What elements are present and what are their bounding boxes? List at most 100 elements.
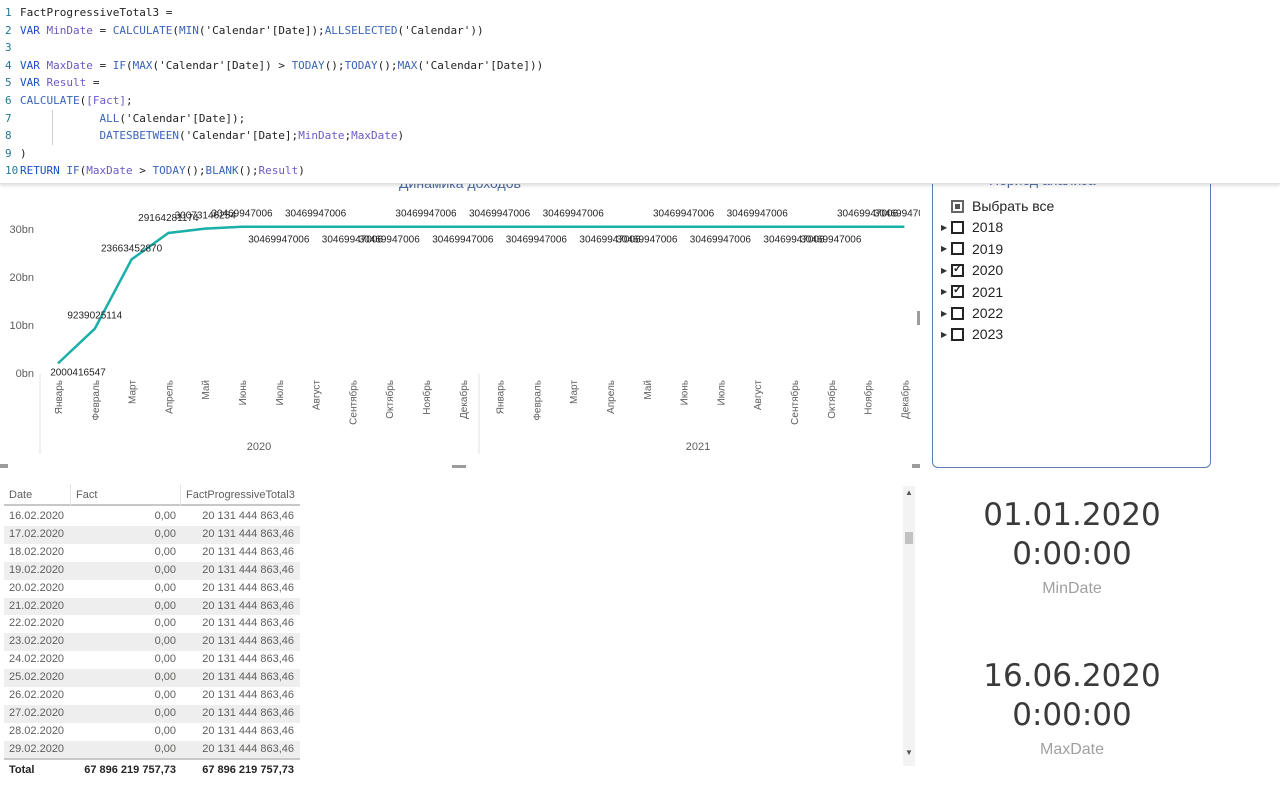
scroll-down-arrow[interactable]: ▼ [905,748,913,757]
code-line[interactable]: 8 DATESBETWEEN('Calendar'[Date];MinDate;… [0,127,404,145]
column-separator[interactable] [180,484,181,506]
slicer-item-2018[interactable]: ▶ 2018 [941,217,1003,237]
year-slicer[interactable]: Период анализаВыбрать все▶2018▶2019▶2020… [932,160,1211,468]
resize-handle-bottom-center[interactable] [452,465,466,468]
code-token: (); [185,164,206,178]
table-row[interactable]: 17.02.2020 0,00 20 131 444 863,46 [4,525,300,544]
table-cell-fact: 0,00 [154,527,176,540]
code-token: VAR [20,23,47,37]
expand-arrow-icon[interactable]: ▶ [941,222,948,232]
table-cell-progressive: 20 131 444 863,46 [202,617,294,630]
resize-handle-right[interactable] [917,311,920,325]
table-row[interactable]: 21.02.2020 0,00 20 131 444 863,46 [4,597,300,616]
table-row[interactable]: 29.02.2020 0,00 20 131 444 863,46 [4,740,300,759]
checkbox[interactable] [951,242,964,256]
code-line[interactable]: 10 RETURN IF(MaxDate > TODAY();BLANK();Re… [0,162,305,180]
table-row[interactable]: 27.02.2020 0,00 20 131 444 863,46 [4,704,300,723]
table-row[interactable]: 22.02.2020 0,00 20 131 444 863,46 [4,615,300,633]
slicer-item-2019[interactable]: ▶ 2019 [941,239,1003,259]
table-row[interactable]: 19.02.2020 0,00 20 131 444 863,46 [4,561,300,580]
table-cell-date: 28.02.2020 [9,724,65,737]
expand-arrow-icon[interactable]: ▶ [941,308,948,318]
table-cell-date: 20.02.2020 [9,581,65,594]
x-tick-label: Август [753,380,764,411]
checkbox[interactable] [951,306,964,320]
expand-arrow-icon[interactable]: ▶ [941,329,948,339]
expand-arrow-icon[interactable]: ▶ [941,287,948,297]
checkbox[interactable] [951,327,964,341]
resize-handle-bottom-left[interactable] [0,464,8,468]
x-tick-label: Февраль [91,380,102,421]
code-line[interactable]: 2 VAR MinDate = CALCULATE(MIN('Calendar'[… [0,22,484,40]
x-tick-label: Июль [716,380,727,406]
dax-formula-editor[interactable]: 1 FactProgressiveTotal3 = 2 VAR MinDate = C… [0,0,1280,184]
data-label: 30469947006 [506,235,568,246]
code-token: BLANK [205,164,239,178]
column-header-fact[interactable]: Fact [76,489,98,501]
table-row[interactable]: 20.02.2020 0,00 20 131 444 863,46 [4,580,300,598]
expand-arrow-icon[interactable]: ▶ [941,244,948,254]
data-label: 30469947006 [727,209,789,220]
code-line[interactable]: 9) [0,145,27,163]
table-row[interactable]: 16.02.2020 0,00 20 131 444 863,46 [4,508,300,526]
x-tick-label: Январь [54,380,65,414]
line-chart-visual[interactable]: 0bn 10bn 20bn 30bn Январь Февраль Март Апрель Ма… [0,184,920,468]
table-cell-fact: 0,00 [154,671,176,684]
data-label: 30469947006 [837,209,899,220]
total-label: Total [9,764,35,776]
slicer-item-2022[interactable]: ▶ 2022 [941,303,1003,323]
code-line[interactable]: 3 [0,39,20,57]
resize-handle-bottom-right[interactable] [912,464,920,468]
scroll-thumb[interactable] [905,532,913,544]
expand-arrow-icon[interactable]: ▶ [941,265,948,275]
table-cell-fact: 0,00 [154,653,176,666]
code-token: ) [298,164,305,178]
table-cell-progressive: 20 131 444 863,46 [202,635,294,648]
table-cell-progressive: 20 131 444 863,46 [202,653,294,666]
code-line[interactable]: 7 ALL('Calendar'[Date]); [0,110,245,128]
scroll-up-arrow[interactable]: ▲ [905,488,913,497]
slicer-item-2023[interactable]: ▶ 2023 [941,324,1003,344]
table-cell-fact: 0,00 [154,706,176,719]
column-separator[interactable] [70,484,71,506]
table-scrollbar[interactable]: ▲ ▼ [903,486,915,766]
table-cell-date: 17.02.2020 [9,527,65,540]
checkbox[interactable] [951,283,964,299]
code-token: DATESBETWEEN [99,129,179,143]
code-token: ( [125,58,133,72]
x-tick-label: Март [569,380,580,404]
column-header-progressive[interactable]: FactProgressiveTotal3 [186,489,295,501]
table-cell-date: 29.02.2020 [9,742,65,755]
code-token: = [92,58,113,72]
code-token: Result [258,164,299,178]
code-line[interactable]: 5 VAR Result = [0,74,100,92]
line-number: 1 [5,6,12,19]
fact-table[interactable]: Date Fact FactProgressiveTotal3 16.02.20… [0,484,300,784]
slicer-item-2020[interactable]: ▶ 2020 [941,260,1003,280]
table-row[interactable]: 28.02.2020 0,00 20 131 444 863,46 [4,723,300,741]
table-cell-fact: 0,00 [154,724,176,737]
slicer-item-2021[interactable]: ▶ 2021 [941,282,1003,302]
code-line[interactable]: 4 VAR MaxDate = IF(MAX('Calendar'[Date]) … [0,57,543,75]
checkbox[interactable] [951,199,964,213]
table-row[interactable]: 26.02.2020 0,00 20 131 444 863,46 [4,687,300,705]
table-row[interactable]: 18.02.2020 0,00 20 131 444 863,46 [4,544,300,562]
data-label: 30469947006 [285,209,347,220]
table-cell-fact: 0,00 [154,617,176,630]
code-token: ('Calendar'[Date]) > [152,58,292,72]
card-value-date: 16.06.2020 [983,658,1161,694]
code-line[interactable]: 6 CALCULATE([Fact]; [0,92,133,110]
data-label: 30469947006 [248,235,310,246]
line-number: 2 [5,23,12,37]
checkbox[interactable] [951,262,964,277]
checkbox[interactable] [951,220,964,234]
table-row[interactable]: 25.02.2020 0,00 20 131 444 863,46 [4,669,300,687]
table-row[interactable]: 24.02.2020 0,00 20 131 444 863,46 [4,651,300,669]
column-header-date[interactable]: Date [9,489,33,501]
slicer-item-выбрать-все[interactable]: Выбрать все [941,196,1054,216]
y-tick-label: 30bn [10,224,34,236]
code-line[interactable]: 1 FactProgressiveTotal3 = [0,4,172,22]
table-row[interactable]: 23.02.2020 0,00 20 131 444 863,46 [4,633,300,652]
table-cell-date: 21.02.2020 [9,599,65,612]
code-token: MinDate [46,23,93,37]
